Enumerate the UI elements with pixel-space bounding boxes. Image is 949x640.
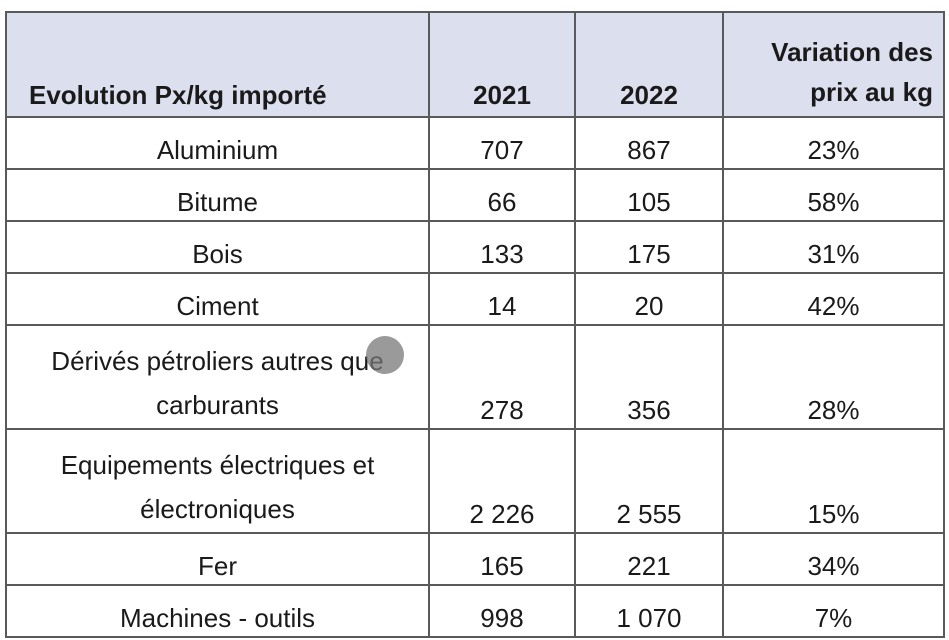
row-2021: 998 — [428, 584, 576, 638]
row-2022: 221 — [574, 532, 724, 586]
header-2022: 2022 — [574, 11, 724, 118]
row-name: Machines - outils — [5, 584, 430, 638]
table-row: Bois 133 175 31% — [5, 220, 945, 274]
row-2022: 1 070 — [574, 584, 724, 638]
row-2022: 356 — [574, 324, 724, 430]
table-row: Aluminium 707 867 23% — [5, 116, 945, 170]
table-row: Equipements électriques et électroniques… — [5, 428, 945, 534]
row-2022: 2 555 — [574, 428, 724, 534]
row-variation: 31% — [722, 220, 945, 274]
header-2021: 2021 — [428, 11, 576, 118]
row-variation: 15% — [722, 428, 945, 534]
row-2021: 707 — [428, 116, 576, 170]
row-2021: 2 226 — [428, 428, 576, 534]
cursor-indicator — [366, 336, 404, 374]
header-label: Evolution Px/kg importé — [5, 11, 430, 118]
row-2021: 278 — [428, 324, 576, 430]
price-evolution-table-container: Evolution Px/kg importé 2021 2022 Variat… — [5, 11, 945, 638]
row-2021: 14 — [428, 272, 576, 326]
row-name: Equipements électriques et électroniques — [5, 428, 430, 534]
row-2022: 105 — [574, 168, 724, 222]
row-variation: 23% — [722, 116, 945, 170]
table-row: Ciment 14 20 42% — [5, 272, 945, 326]
table-header-row: Evolution Px/kg importé 2021 2022 Variat… — [5, 11, 945, 118]
row-name: Dérivés pétroliers autres que carburants — [5, 324, 430, 430]
table-row: Dérivés pétroliers autres que carburants… — [5, 324, 945, 430]
table-row: Fer 165 221 34% — [5, 532, 945, 586]
row-name: Ciment — [5, 272, 430, 326]
row-variation: 58% — [722, 168, 945, 222]
header-variation: Variation des prix au kg — [722, 11, 945, 118]
table-row: Bitume 66 105 58% — [5, 168, 945, 222]
row-2022: 20 — [574, 272, 724, 326]
row-2021: 165 — [428, 532, 576, 586]
row-2021: 66 — [428, 168, 576, 222]
row-2022: 175 — [574, 220, 724, 274]
row-name: Bois — [5, 220, 430, 274]
row-variation: 28% — [722, 324, 945, 430]
row-variation: 7% — [722, 584, 945, 638]
row-name: Bitume — [5, 168, 430, 222]
price-evolution-table: Evolution Px/kg importé 2021 2022 Variat… — [5, 11, 945, 638]
row-2021: 133 — [428, 220, 576, 274]
table-row: Machines - outils 998 1 070 7% — [5, 584, 945, 638]
row-2022: 867 — [574, 116, 724, 170]
row-name: Aluminium — [5, 116, 430, 170]
row-variation: 34% — [722, 532, 945, 586]
row-name: Fer — [5, 532, 430, 586]
row-variation: 42% — [722, 272, 945, 326]
